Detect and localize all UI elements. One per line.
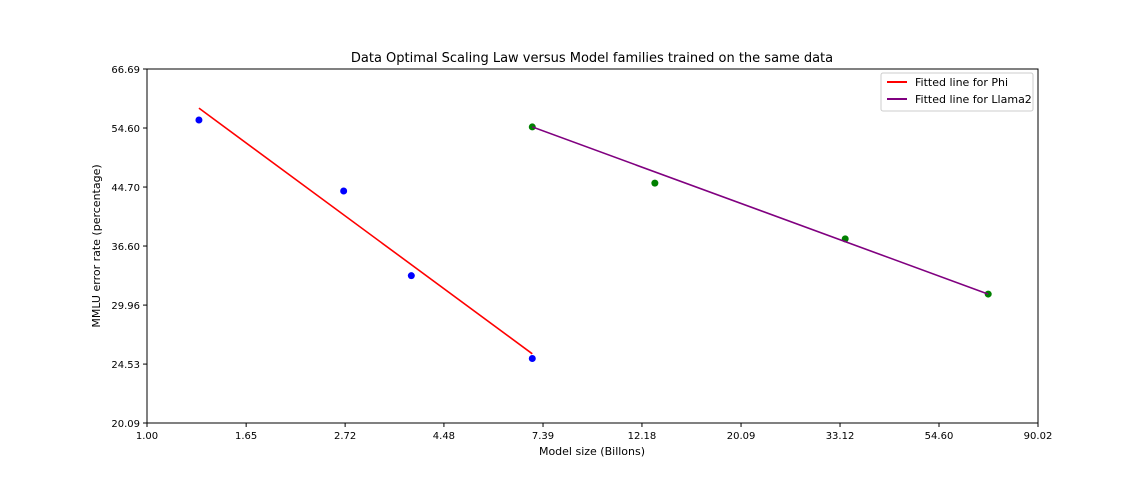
y-tick-label: 29.96 [111, 301, 140, 312]
phi-point [340, 187, 348, 195]
x-tick-label: 4.48 [433, 431, 455, 442]
y-tick-label: 24.53 [111, 360, 140, 371]
x-tick-label: 12.18 [628, 431, 657, 442]
y-tick-label: 20.09 [111, 419, 140, 430]
x-tick-label: 33.12 [826, 431, 855, 442]
x-tick-label: 7.39 [532, 431, 554, 442]
chart-title: Data Optimal Scaling Law versus Model fa… [351, 51, 833, 66]
x-tick-label: 1.65 [235, 431, 257, 442]
x-tick-label: 54.60 [925, 431, 954, 442]
legend-llama2-label: Fitted line for Llama2 [915, 93, 1032, 106]
y-tick-label: 36.60 [111, 242, 140, 253]
y-tick-label: 54.60 [111, 124, 140, 135]
fitted-line-for-llama2 [532, 126, 989, 295]
y-axis-label: MMLU error rate (percentage) [90, 164, 103, 327]
y-tick-label: 66.69 [111, 65, 140, 76]
x-tick-label: 2.72 [334, 431, 356, 442]
plot-area [146, 68, 1039, 424]
x-tick-label: 1.00 [136, 431, 158, 442]
x-tick-label: 20.09 [727, 431, 756, 442]
phi-point [195, 116, 203, 124]
llama2-point [651, 179, 659, 187]
x-tick-label: 90.02 [1024, 431, 1053, 442]
phi-point [528, 354, 536, 362]
y-tick-label: 44.70 [111, 183, 140, 194]
legend-phi-label: Fitted line for Phi [915, 76, 1008, 89]
phi-point [407, 272, 415, 280]
legend: Fitted line for Phi Fitted line for Llam… [880, 72, 1034, 112]
x-axis-label: Model size (Billons) [539, 445, 645, 458]
fitted-line-for-phi [198, 107, 533, 355]
